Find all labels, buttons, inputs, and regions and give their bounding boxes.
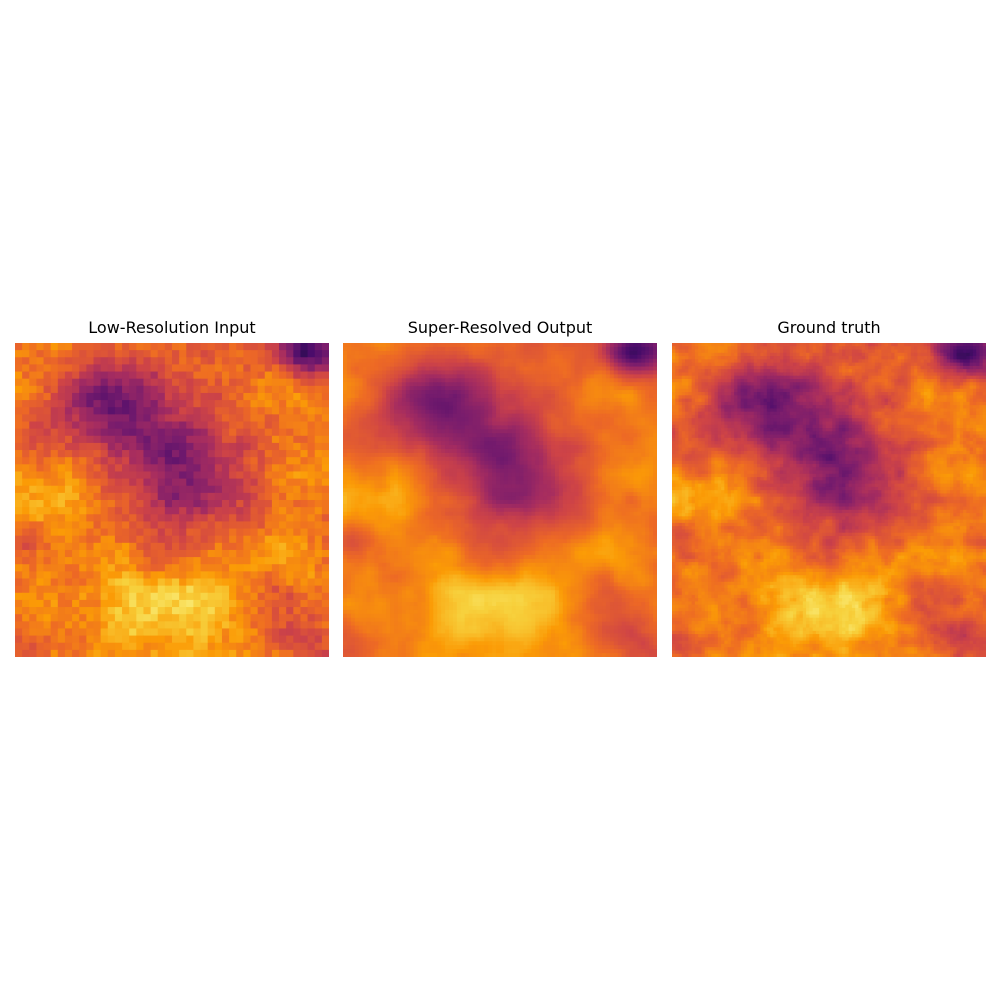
ground-truth-heatmap [672, 343, 986, 657]
panel-title-super-resolved-output: Super-Resolved Output [407, 318, 593, 337]
panel-title-low-resolution-input: Low-Resolution Input [88, 318, 256, 337]
low-resolution-heatmap [15, 343, 329, 657]
panel-title-ground-truth: Ground truth [777, 318, 881, 337]
super-resolved-heatmap [343, 343, 657, 657]
panel-super-resolved-output [343, 343, 657, 657]
panel-ground-truth [672, 343, 986, 657]
panel-low-resolution-input [15, 343, 329, 657]
